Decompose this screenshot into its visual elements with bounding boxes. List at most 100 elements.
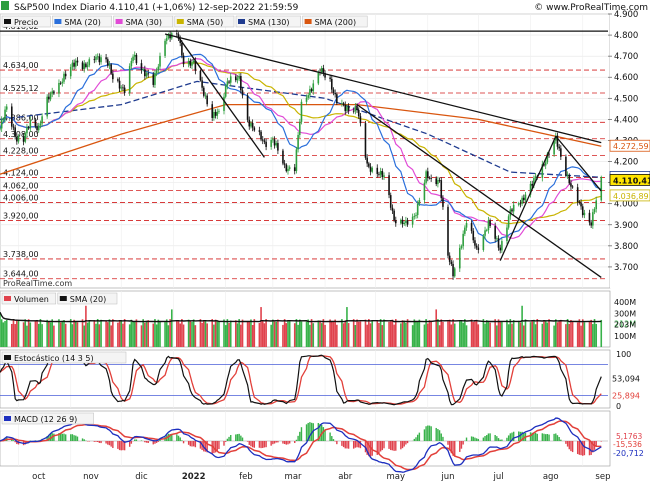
volume-bar (416, 321, 419, 347)
macd-histogram-bar (474, 437, 476, 441)
macd-histogram-bar (204, 441, 207, 452)
candle-body (48, 96, 50, 100)
x-tick-label: nov (83, 472, 99, 482)
legend-label: Volumen (14, 295, 49, 304)
macd-histogram-bar (211, 441, 213, 454)
macd-histogram-bar (144, 441, 146, 443)
macd-histogram-bar (352, 441, 355, 449)
candle-body (250, 122, 252, 127)
trendline (499, 135, 557, 261)
macd-histogram-bar (381, 441, 384, 451)
macd-histogram-bar (230, 435, 232, 441)
candle-body (499, 247, 502, 251)
candle-body (430, 178, 432, 179)
volume-bar (485, 320, 488, 347)
candle-body (388, 175, 390, 196)
macd-histogram-bar (240, 435, 242, 441)
level-label: 4.525,12 (3, 84, 39, 93)
volume-bar (376, 320, 379, 347)
candle-body (440, 180, 443, 199)
candle-body (369, 166, 372, 172)
y-tick-label: 4.700 (614, 52, 638, 62)
macd-histogram-bar (98, 441, 101, 443)
candle-body (496, 238, 498, 240)
macd-histogram-bar (369, 441, 372, 457)
volume-bar (147, 320, 150, 347)
candle-body (135, 54, 138, 64)
candle-body (347, 106, 350, 111)
candle-body (462, 233, 464, 247)
macd-histogram-bar (134, 439, 136, 441)
volume-bar (393, 324, 395, 347)
macd-histogram-bar (199, 441, 202, 449)
macd-histogram-bar (216, 441, 218, 451)
candle-body (58, 82, 60, 94)
macd-histogram-bar (53, 433, 55, 441)
macd-histogram-bar (312, 423, 314, 441)
macd-histogram-bar (371, 441, 373, 456)
x-axis: oct nov dic 2022 feb mar abr may jun jul ago sep (32, 472, 610, 482)
candle-body (0, 128, 1, 130)
trendline (164, 33, 602, 144)
volume-bar (560, 319, 562, 347)
volume-bar (71, 324, 74, 347)
volume-bar (236, 323, 239, 347)
macd-histogram-bar (595, 441, 597, 447)
volume-bar (10, 323, 13, 347)
stochastic-lines: 100 0 53,094 25,894 Estocástico (14 3 5) (0, 350, 640, 411)
trendline (555, 135, 602, 192)
candle-body (324, 73, 326, 78)
candle-body (310, 89, 313, 92)
macd-histogram-bar (46, 436, 48, 441)
volume-bar (458, 320, 461, 347)
macd-histogram-bar (147, 441, 149, 444)
volume-bar (181, 319, 183, 347)
candle-body (130, 60, 133, 67)
volume-bar (120, 320, 123, 347)
candle-body (253, 127, 256, 131)
volume-bar (300, 321, 303, 347)
macd-histogram-bar (154, 441, 156, 444)
macd-histogram-value: 5,1763 (616, 432, 642, 441)
macd-histogram-bar (329, 432, 331, 441)
volume-bar (159, 321, 161, 347)
volume-bar (253, 319, 256, 347)
volume-bar (61, 320, 64, 347)
macd-histogram-bar (117, 441, 119, 449)
macd-histogram-bar (452, 441, 454, 456)
macd-histogram-bar (568, 441, 570, 450)
macd-histogram-bar (123, 441, 126, 451)
volume-bar (418, 319, 421, 347)
volume-bar (366, 324, 368, 347)
volume-bar (199, 319, 202, 347)
macd-histogram-bar (294, 441, 296, 444)
macd-histogram-bar (155, 441, 158, 443)
candle-body (435, 178, 438, 185)
candle-body (356, 106, 358, 110)
candle-body (69, 67, 72, 77)
candle-body (558, 146, 560, 149)
volume-bar (85, 305, 87, 347)
macd-histogram-bar (486, 435, 488, 441)
volume-bar (307, 319, 310, 347)
volume-bar (201, 322, 203, 347)
candle-body (458, 247, 461, 269)
candle-body (167, 34, 170, 39)
macd-histogram-bar (600, 441, 602, 442)
macd-histogram-bar (236, 434, 239, 441)
candle-body (287, 168, 289, 172)
volume-bar (110, 325, 112, 347)
volume-bar (293, 323, 296, 347)
candle-body (105, 57, 107, 60)
volume-bar (309, 324, 311, 347)
watermark: © www.ProRealTime.com (534, 3, 648, 13)
candle-body (553, 140, 555, 155)
candle-body (211, 104, 214, 118)
candle-body (17, 136, 20, 142)
volume-bar (265, 319, 267, 347)
volume-bar (246, 321, 249, 347)
level-label: 4.124,00 (3, 169, 39, 178)
candle-body (110, 64, 112, 74)
candle-body (546, 153, 549, 163)
macd-histogram-bar (322, 427, 325, 441)
